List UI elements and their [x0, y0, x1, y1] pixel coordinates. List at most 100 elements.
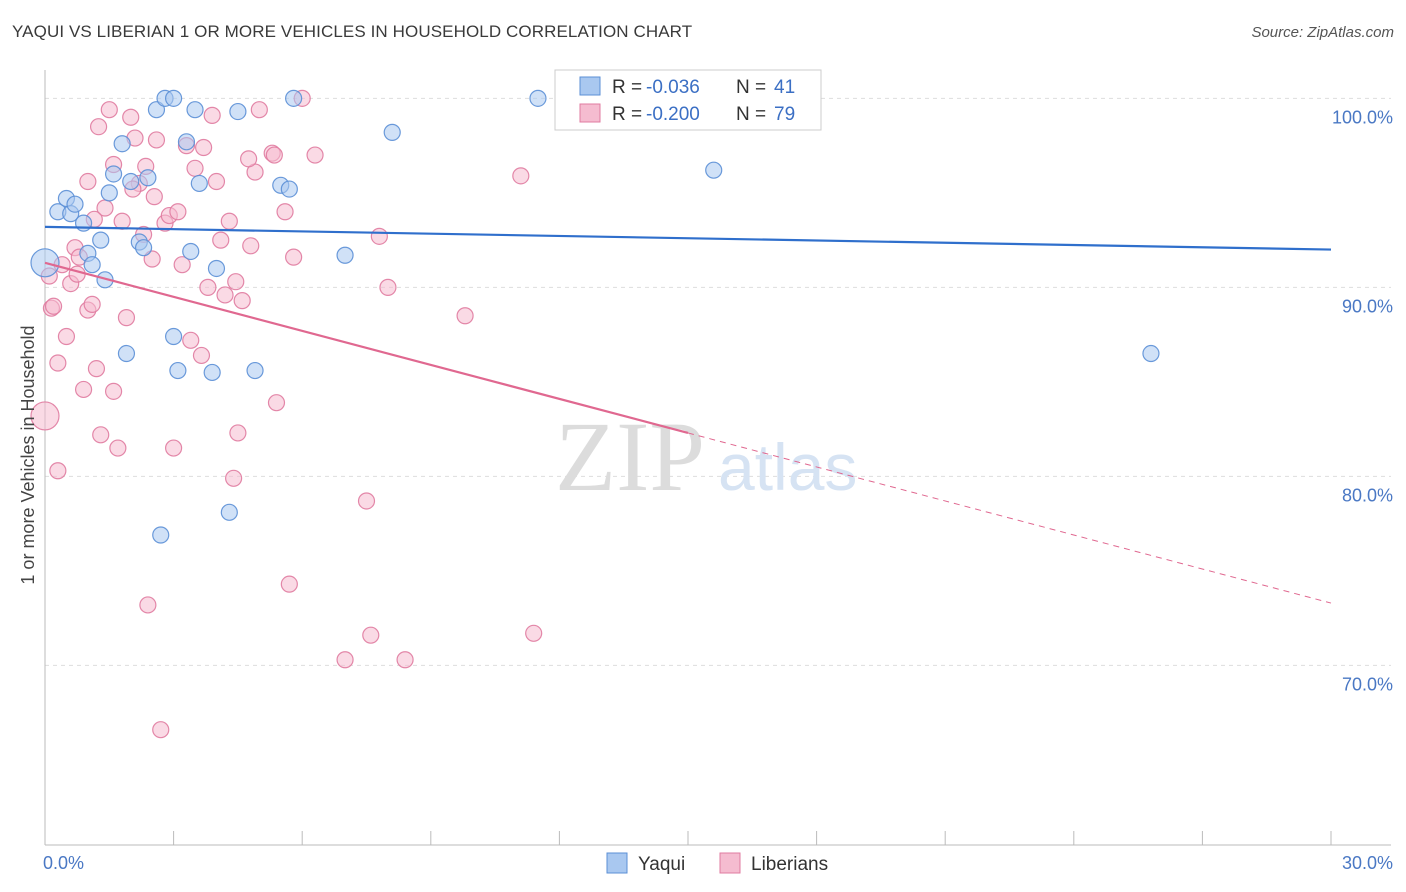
yaqui-point-18	[147, 101, 166, 119]
liberians-point-21	[113, 212, 131, 230]
yaqui-point-4	[66, 195, 84, 213]
liberians-point-77	[145, 188, 163, 206]
liberians-trend-line	[44, 261, 689, 434]
y-tick-label-2: 80.0%	[1342, 485, 1393, 505]
liberians-point-16	[92, 426, 110, 444]
liberians-point-7	[57, 327, 76, 346]
liberians-point-56	[285, 248, 303, 266]
yaqui-point-19	[152, 526, 170, 544]
yaqui-point-17	[139, 169, 157, 187]
yaqui-point-39	[1142, 344, 1160, 363]
yaqui-point-40	[182, 242, 200, 261]
yaqui-point-27	[203, 363, 221, 382]
liberians-point-48	[233, 292, 251, 310]
legend-swatch-liberians	[579, 103, 601, 123]
liberians-point-23	[122, 108, 140, 126]
grid-lines	[45, 97, 1391, 666]
liberians-point-74	[227, 273, 245, 291]
liberians-point-68	[89, 118, 108, 136]
liberians-point-44	[216, 286, 234, 304]
liberians-point-43	[212, 231, 230, 249]
yaqui-point-35	[336, 246, 354, 264]
liberians-point-4	[49, 354, 67, 372]
liberians-point-11	[74, 380, 93, 399]
legend-n-value-liberians: 79	[774, 104, 795, 125]
yaqui-point-37	[529, 89, 547, 107]
liberians-point-60	[357, 492, 376, 510]
liberians-point-55	[280, 575, 298, 593]
yaqui-points	[30, 89, 1160, 544]
yaqui-point-30	[229, 102, 247, 121]
liberians-point-61	[362, 626, 380, 644]
yaqui-point-33	[280, 180, 298, 198]
liberians-point-14	[83, 295, 101, 313]
liberians-point-63	[379, 278, 397, 296]
liberians-point-62	[370, 227, 388, 245]
yaqui-point-29	[220, 503, 238, 521]
yaqui-point-23	[169, 361, 187, 380]
y-tick-label-0: 100.0%	[1332, 107, 1393, 127]
yaqui-point-11	[104, 165, 123, 183]
legend-n-value-yaqui: 41	[774, 77, 795, 98]
liberians-point-42	[207, 172, 226, 191]
liberians-point-40	[199, 278, 217, 296]
x-tick-label-1: 30.0%	[1342, 853, 1393, 873]
liberians-point-33	[165, 439, 183, 457]
source-label: Source: ZipAtlas.com	[1251, 24, 1394, 41]
yaqui-point-21	[165, 327, 183, 346]
liberians-point-54	[276, 203, 294, 221]
liberians-point-65	[456, 307, 474, 325]
y-tick-label-3: 70.0%	[1342, 674, 1393, 694]
liberians-point-18	[100, 101, 118, 119]
liberians-point-47	[229, 424, 247, 442]
yaqui-point-31	[246, 361, 264, 380]
liberians-point-27	[139, 596, 157, 614]
liberians-point-13	[79, 172, 97, 191]
trend-lines	[44, 225, 1332, 604]
yaqui-point-26	[190, 174, 208, 193]
bottom-legend-label-yaqui[interactable]: Yaqui	[638, 854, 685, 875]
liberians-point-51	[250, 101, 268, 119]
yaqui-point-16	[134, 239, 153, 257]
watermark-zip: ZIP	[555, 401, 705, 512]
chart-title: YAQUI VS LIBERIAN 1 OR MORE VEHICLES IN …	[12, 22, 693, 41]
liberians-point-53	[267, 394, 286, 412]
liberians-point-34	[169, 203, 187, 221]
yaqui-trend-line	[44, 225, 1332, 251]
liberians-point-15	[87, 360, 106, 378]
liberians-point-73	[68, 265, 86, 283]
stats-legend: R = -0.036 N = 41 R = -0.200 N = 79	[554, 69, 822, 131]
tick-labels: 100.0% 90.0% 80.0% 70.0% 0.0% 30.0%	[43, 107, 1393, 873]
liberians-point-38	[186, 159, 204, 177]
liberians-point-64	[396, 651, 414, 669]
liberians-point-76	[265, 146, 283, 164]
yaqui-point-13	[117, 344, 136, 363]
liberians-point-67	[525, 624, 543, 642]
yaqui-point-7	[83, 256, 101, 274]
legend-r-value-liberians: -0.200	[646, 104, 700, 125]
legend-swatch-yaqui	[579, 76, 601, 96]
liberians-point-78	[240, 150, 258, 168]
yaqui-point-25	[186, 101, 204, 119]
yaqui-point-24	[177, 133, 196, 151]
liberians-point-49	[242, 237, 260, 255]
axes	[44, 70, 1391, 846]
liberians-point-29	[147, 131, 166, 149]
liberians-point-75	[192, 346, 211, 365]
legend-n-label-liberians: N =	[736, 104, 771, 125]
bottom-legend-swatch-liberians[interactable]	[719, 852, 741, 874]
watermark-atlas: atlas	[718, 430, 857, 504]
liberians-point-5	[49, 462, 67, 480]
liberians-point-37	[182, 331, 200, 349]
bottom-legend-label-liberians[interactable]: Liberians	[751, 854, 828, 875]
bottom-legend-swatch-yaqui[interactable]	[606, 852, 628, 874]
liberians-point-35	[173, 256, 191, 274]
yaqui-point-22	[165, 89, 183, 107]
liberians-point-30	[152, 721, 170, 739]
liberians-point-0	[30, 401, 60, 431]
liberians-point-20	[109, 439, 127, 457]
yaqui-point-8	[92, 231, 110, 249]
y-tick-label-1: 90.0%	[1342, 296, 1393, 316]
liberians-point-22	[117, 309, 136, 327]
liberians-trend-line-dashed	[687, 432, 1332, 604]
